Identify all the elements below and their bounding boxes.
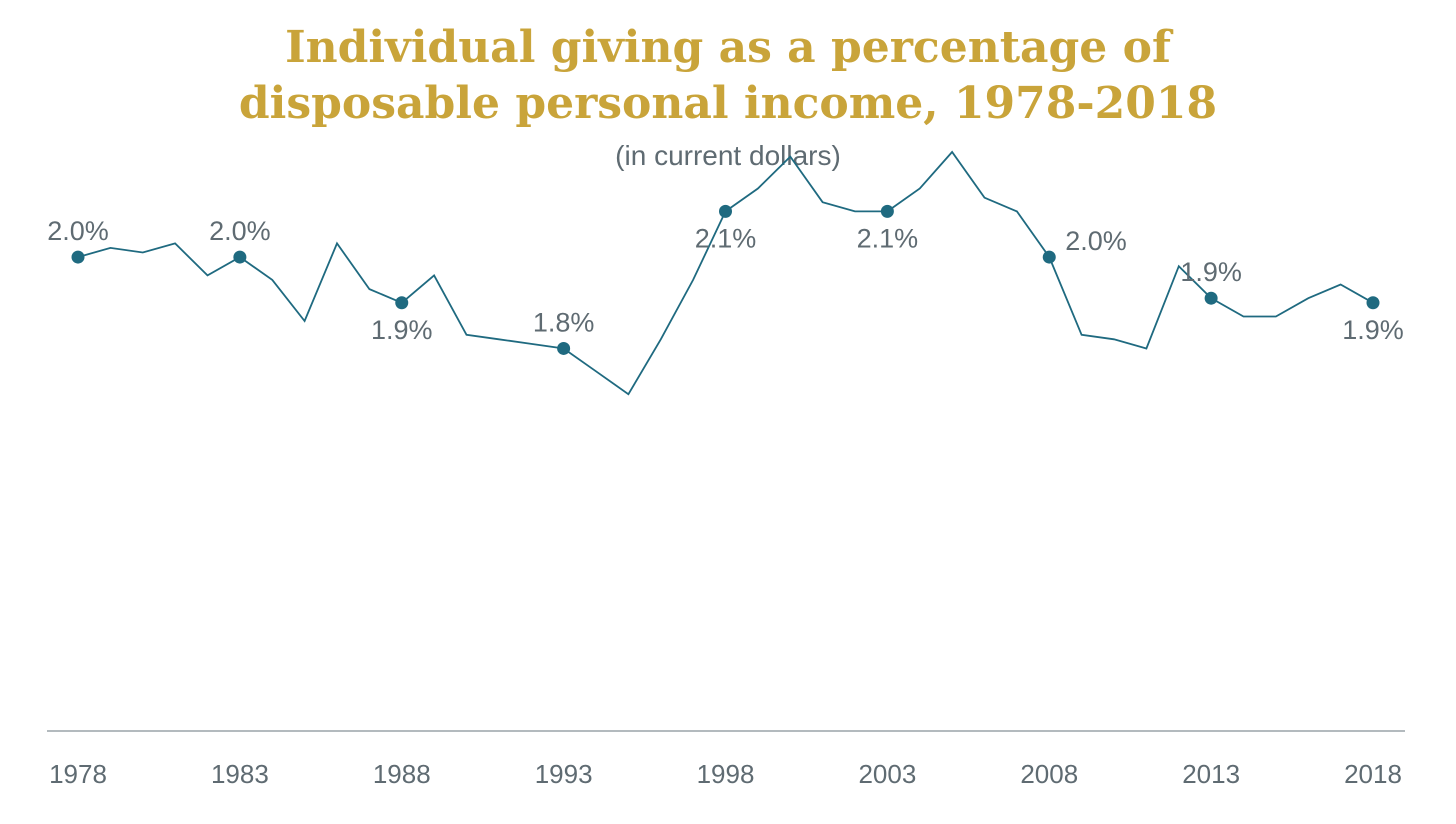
data-label: 2.1%	[695, 223, 757, 253]
data-label: 2.0%	[1065, 226, 1127, 256]
x-tick-label: 1983	[211, 759, 269, 789]
data-label: 2.0%	[47, 216, 109, 246]
data-label: 2.1%	[857, 223, 919, 253]
data-point-marker	[880, 204, 894, 218]
data-point-marker	[1366, 296, 1380, 310]
data-label: 2.0%	[209, 216, 271, 246]
chart-title: Individual giving as a percentage of dis…	[0, 20, 1456, 132]
data-point-marker	[719, 204, 732, 218]
series-line	[77, 150, 1374, 396]
x-tick-label: 1993	[535, 759, 593, 789]
data-point-marker	[1042, 250, 1056, 264]
x-tick-label: 1988	[373, 759, 431, 789]
chart-title-line-2: disposable personal income, 1978-2018	[238, 78, 1218, 129]
x-tick-label: 1978	[49, 759, 107, 789]
data-label: 1.9%	[1180, 257, 1242, 287]
x-tick-label: 2013	[1182, 759, 1240, 789]
data-point-marker	[395, 296, 409, 310]
data-label: 1.9%	[1342, 315, 1404, 345]
x-tick-label: 2018	[1344, 759, 1402, 789]
data-point-marker	[1204, 291, 1218, 305]
chart-title-line-1: Individual giving as a percentage of	[285, 22, 1171, 73]
x-tick-label: 2008	[1020, 759, 1078, 789]
x-tick-label: 1998	[697, 759, 755, 789]
data-point-marker	[233, 250, 247, 264]
chart-subtitle: (in current dollars)	[615, 140, 841, 171]
data-point-marker	[71, 250, 85, 264]
data-label: 1.9%	[371, 315, 433, 345]
data-label: 1.8%	[533, 307, 595, 337]
data-point-marker	[557, 341, 571, 355]
x-tick-label: 2003	[858, 759, 916, 789]
